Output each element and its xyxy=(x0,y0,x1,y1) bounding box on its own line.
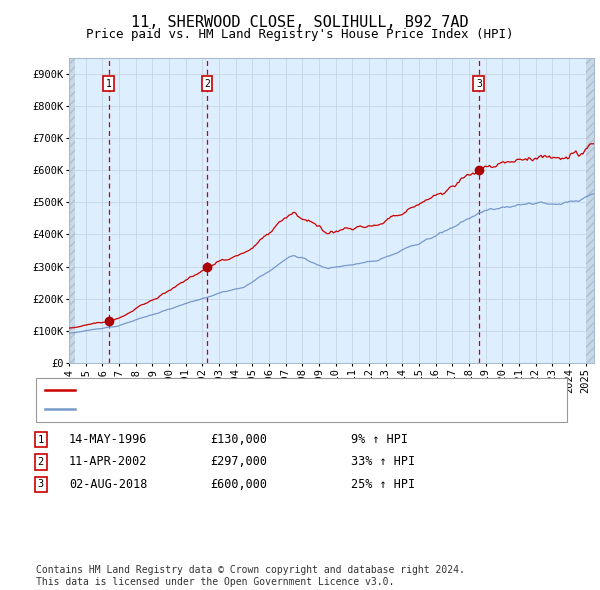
Text: 9% ↑ HPI: 9% ↑ HPI xyxy=(351,433,408,446)
Text: 3: 3 xyxy=(38,480,44,489)
Text: 2: 2 xyxy=(204,78,210,88)
Text: 11, SHERWOOD CLOSE, SOLIHULL, B92 7AD: 11, SHERWOOD CLOSE, SOLIHULL, B92 7AD xyxy=(131,15,469,30)
Text: 11-APR-2002: 11-APR-2002 xyxy=(69,455,148,468)
Text: 1: 1 xyxy=(38,435,44,444)
Text: Price paid vs. HM Land Registry's House Price Index (HPI): Price paid vs. HM Land Registry's House … xyxy=(86,28,514,41)
Text: 25% ↑ HPI: 25% ↑ HPI xyxy=(351,478,415,491)
Bar xyxy=(69,58,75,363)
Text: 02-AUG-2018: 02-AUG-2018 xyxy=(69,478,148,491)
Text: £130,000: £130,000 xyxy=(210,433,267,446)
Bar xyxy=(586,58,594,363)
Text: 14-MAY-1996: 14-MAY-1996 xyxy=(69,433,148,446)
Text: 1: 1 xyxy=(106,78,112,88)
Text: 11, SHERWOOD CLOSE, SOLIHULL, B92 7AD (detached house): 11, SHERWOOD CLOSE, SOLIHULL, B92 7AD (d… xyxy=(79,385,444,395)
Text: Contains HM Land Registry data © Crown copyright and database right 2024.
This d: Contains HM Land Registry data © Crown c… xyxy=(36,565,465,587)
Text: 33% ↑ HPI: 33% ↑ HPI xyxy=(351,455,415,468)
Text: £297,000: £297,000 xyxy=(210,455,267,468)
Text: 3: 3 xyxy=(476,78,482,88)
Text: 2: 2 xyxy=(38,457,44,467)
Text: HPI: Average price, detached house, Solihull: HPI: Average price, detached house, Soli… xyxy=(79,405,376,414)
Text: £600,000: £600,000 xyxy=(210,478,267,491)
